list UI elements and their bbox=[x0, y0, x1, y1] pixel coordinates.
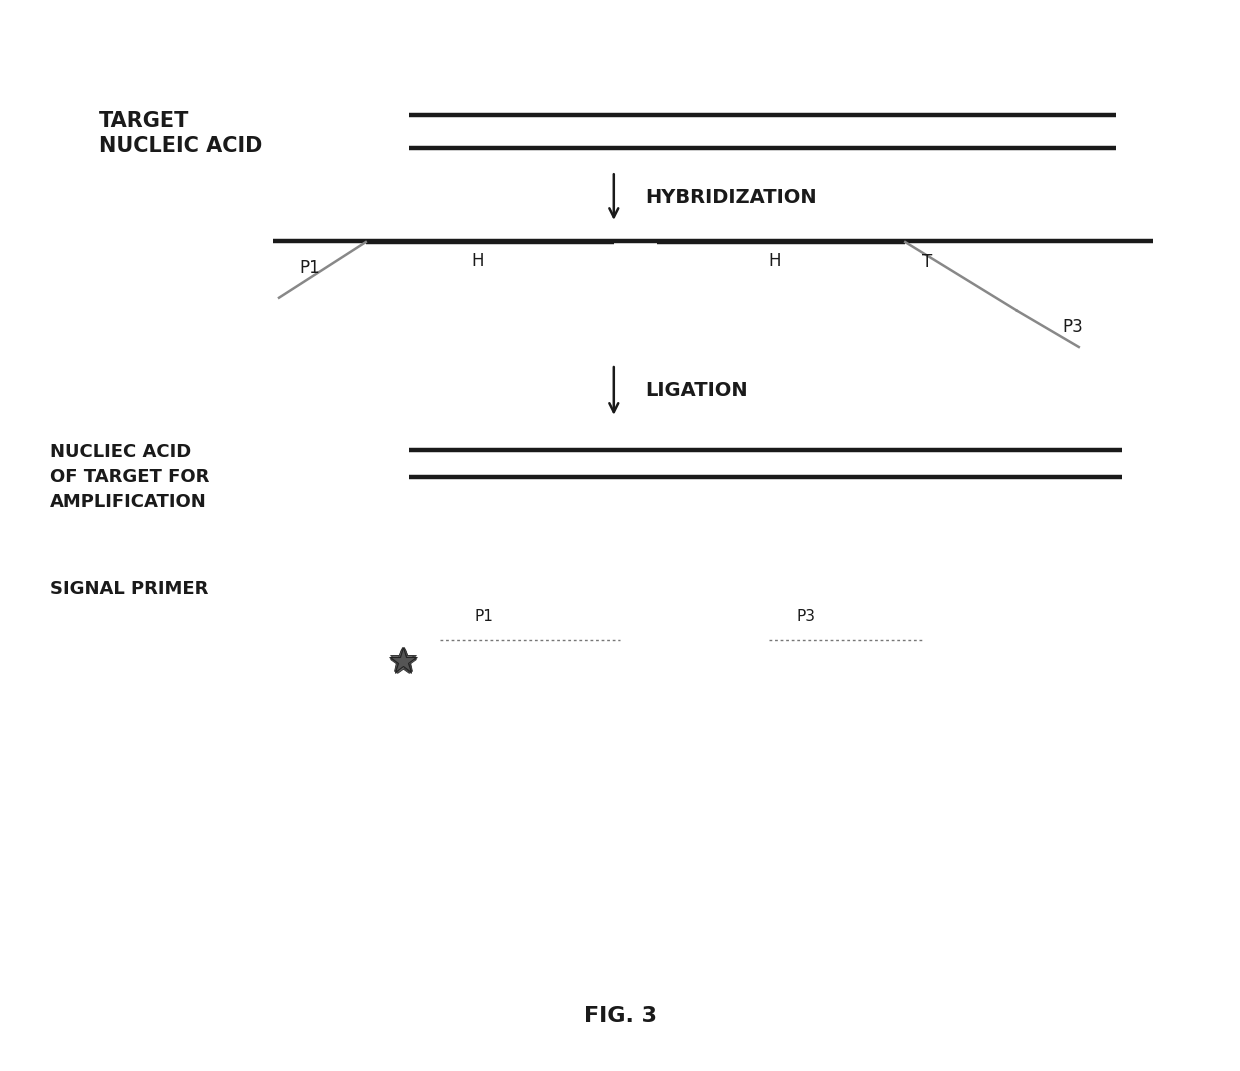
Text: TARGET
NUCLEIC ACID: TARGET NUCLEIC ACID bbox=[99, 111, 263, 156]
Text: P1: P1 bbox=[300, 259, 320, 276]
Text: NUCLIEC ACID
OF TARGET FOR
AMPLIFICATION: NUCLIEC ACID OF TARGET FOR AMPLIFICATION bbox=[50, 442, 210, 511]
Text: HYBRIDIZATION: HYBRIDIZATION bbox=[645, 187, 816, 207]
Text: P3: P3 bbox=[1063, 318, 1083, 335]
Text: T: T bbox=[923, 254, 932, 271]
Text: H: H bbox=[471, 253, 484, 270]
Text: SIGNAL PRIMER: SIGNAL PRIMER bbox=[50, 580, 208, 598]
Text: P3: P3 bbox=[796, 609, 816, 624]
Text: H: H bbox=[769, 253, 781, 270]
Text: LIGATION: LIGATION bbox=[645, 381, 748, 401]
Text: FIG. 3: FIG. 3 bbox=[584, 1006, 656, 1026]
Text: P1: P1 bbox=[474, 609, 494, 624]
